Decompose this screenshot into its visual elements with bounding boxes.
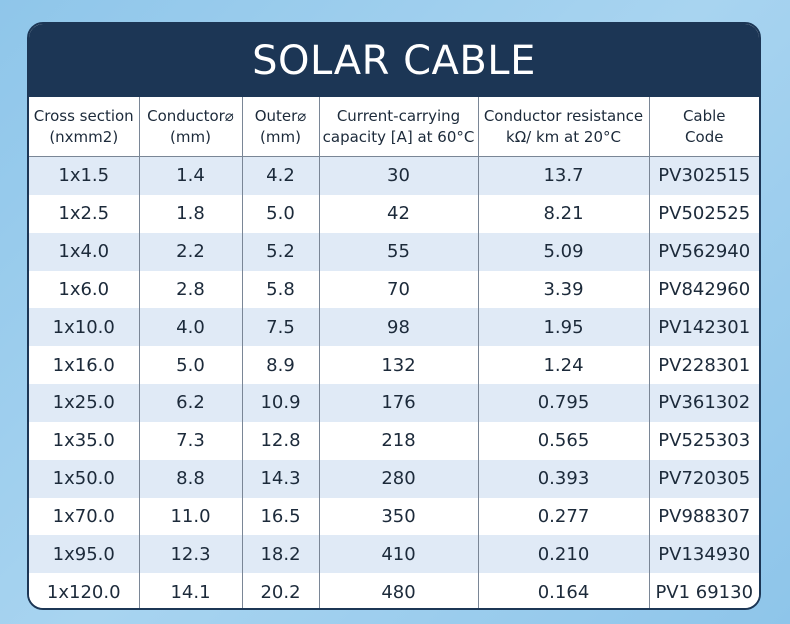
cell-resistance: 3.39 — [478, 270, 650, 309]
cell-conductor: 5.0 — [139, 346, 243, 385]
cell-cable-code: PV1 69130 — [649, 573, 759, 608]
cell-cable-code: PV525303 — [649, 421, 759, 460]
cell-cable-code: PV720305 — [649, 459, 759, 498]
cell-outer: 7.5 — [242, 308, 320, 347]
cell-conductor: 11.0 — [139, 497, 243, 536]
cell-resistance: 0.210 — [478, 535, 650, 574]
cell-current: 30 — [319, 156, 479, 195]
table-row: 1x4.0 2.2 5.2 55 5.09 PV562940 — [29, 232, 759, 271]
cell-cross-section: 1x35.0 — [29, 421, 140, 460]
cell-outer: 18.2 — [242, 535, 320, 574]
title-bar: SOLAR CABLE — [29, 24, 759, 97]
cell-current: 280 — [319, 459, 479, 498]
cell-conductor: 1.4 — [139, 156, 243, 195]
cell-cross-section: 1x95.0 — [29, 535, 140, 574]
cell-outer: 10.9 — [242, 384, 320, 422]
cell-resistance: 0.277 — [478, 497, 650, 536]
cell-outer: 8.9 — [242, 346, 320, 385]
cell-current: 132 — [319, 346, 479, 385]
cell-outer: 20.2 — [242, 573, 320, 608]
cell-cross-section: 1x70.0 — [29, 497, 140, 536]
cell-current: 350 — [319, 497, 479, 536]
cell-cross-section: 1x10.0 — [29, 308, 140, 347]
cell-current: 55 — [319, 232, 479, 271]
cell-outer: 16.5 — [242, 497, 320, 536]
cell-conductor: 7.3 — [139, 421, 243, 460]
col-header-conductor: Conductor⌀ (mm) — [139, 97, 243, 157]
table-row: 1x25.0 6.2 10.9 176 0.795 PV361302 — [29, 384, 759, 422]
cell-resistance: 8.21 — [478, 194, 650, 233]
cell-cross-section: 1x25.0 — [29, 384, 140, 422]
cell-cable-code: PV842960 — [649, 270, 759, 309]
spec-card: SOLAR CABLE Cross section (nxmm2) Conduct… — [27, 22, 761, 610]
cell-outer: 5.2 — [242, 232, 320, 271]
cell-cross-section: 1x16.0 — [29, 346, 140, 385]
cell-cross-section: 1x1.5 — [29, 156, 140, 195]
cell-current: 176 — [319, 384, 479, 422]
cell-conductor: 4.0 — [139, 308, 243, 347]
cell-conductor: 2.2 — [139, 232, 243, 271]
cell-conductor: 2.8 — [139, 270, 243, 309]
cell-cable-code: PV134930 — [649, 535, 759, 574]
cell-conductor: 12.3 — [139, 535, 243, 574]
table-row: 1x35.0 7.3 12.8 218 0.565 PV525303 — [29, 421, 759, 460]
cell-conductor: 8.8 — [139, 459, 243, 498]
cell-resistance: 0.164 — [478, 573, 650, 608]
cell-conductor: 14.1 — [139, 573, 243, 608]
col-header-cross-section: Cross section (nxmm2) — [29, 97, 140, 157]
cell-outer: 5.0 — [242, 194, 320, 233]
spec-table: Cross section (nxmm2) Conductor⌀ (mm) Oute… — [29, 97, 759, 608]
col-header-current: Current-carrying capacity [A] at 60°C — [319, 97, 479, 157]
cell-cross-section: 1x2.5 — [29, 194, 140, 233]
cell-cable-code: PV228301 — [649, 346, 759, 385]
cell-resistance: 5.09 — [478, 232, 650, 271]
cell-resistance: 1.95 — [478, 308, 650, 347]
table-header-row: Cross section (nxmm2) Conductor⌀ (mm) Oute… — [29, 97, 759, 157]
cell-outer: 5.8 — [242, 270, 320, 309]
cell-current: 410 — [319, 535, 479, 574]
cell-outer: 12.8 — [242, 421, 320, 460]
cell-resistance: 1.24 — [478, 346, 650, 385]
cell-resistance: 0.565 — [478, 421, 650, 460]
cell-current: 480 — [319, 573, 479, 608]
table-row: 1x1.5 1.4 4.2 30 13.7 PV302515 — [29, 156, 759, 195]
cell-resistance: 0.393 — [478, 459, 650, 498]
cell-current: 98 — [319, 308, 479, 347]
cell-conductor: 1.8 — [139, 194, 243, 233]
cell-cross-section: 1x6.0 — [29, 270, 140, 309]
cell-current: 70 — [319, 270, 479, 309]
col-header-cable-code: Cable Code — [649, 97, 759, 157]
cell-cable-code: PV142301 — [649, 308, 759, 347]
cell-cable-code: PV302515 — [649, 156, 759, 195]
cell-cable-code: PV562940 — [649, 232, 759, 271]
cell-current: 42 — [319, 194, 479, 233]
table-row: 1x50.0 8.8 14.3 280 0.393 PV720305 — [29, 459, 759, 498]
cell-cable-code: PV361302 — [649, 384, 759, 422]
page-title: SOLAR CABLE — [252, 37, 536, 84]
cell-cable-code: PV988307 — [649, 497, 759, 536]
cell-conductor: 6.2 — [139, 384, 243, 422]
col-header-outer: Outer⌀ (mm) — [242, 97, 320, 157]
cell-outer: 4.2 — [242, 156, 320, 195]
cell-outer: 14.3 — [242, 459, 320, 498]
table-row: 1x6.0 2.8 5.8 70 3.39 PV842960 — [29, 270, 759, 309]
cell-cross-section: 1x50.0 — [29, 459, 140, 498]
table-row: 1x16.0 5.0 8.9 132 1.24 PV228301 — [29, 346, 759, 385]
cell-resistance: 13.7 — [478, 156, 650, 195]
table-row: 1x120.0 14.1 20.2 480 0.164 PV1 69130 — [29, 573, 759, 608]
table-row: 1x10.0 4.0 7.5 98 1.95 PV142301 — [29, 308, 759, 347]
cell-cable-code: PV502525 — [649, 194, 759, 233]
col-header-resistance: Conductor resistance kΩ/ km at 20°C — [478, 97, 650, 157]
cell-resistance: 0.795 — [478, 384, 650, 422]
cell-cross-section: 1x4.0 — [29, 232, 140, 271]
table-row: 1x95.0 12.3 18.2 410 0.210 PV134930 — [29, 535, 759, 574]
cell-cross-section: 1x120.0 — [29, 573, 140, 608]
cell-current: 218 — [319, 421, 479, 460]
table-row: 1x2.5 1.8 5.0 42 8.21 PV502525 — [29, 194, 759, 233]
table-row: 1x70.0 11.0 16.5 350 0.277 PV988307 — [29, 497, 759, 536]
